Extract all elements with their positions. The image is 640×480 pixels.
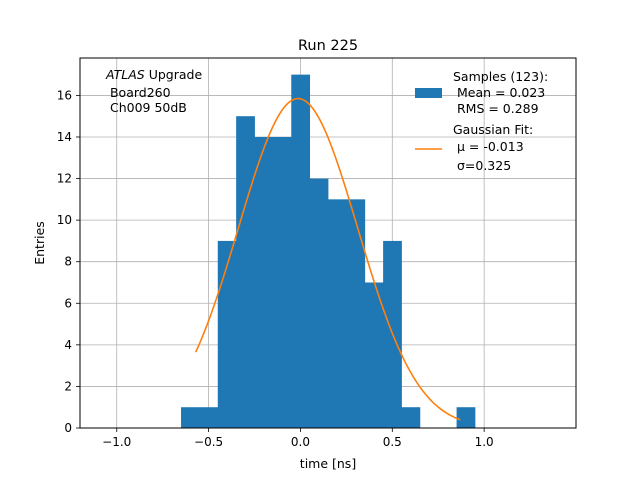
y-tick-label: 12 bbox=[57, 172, 72, 186]
histogram-bar bbox=[309, 178, 329, 428]
annotation-upgrade-word: Upgrade bbox=[145, 67, 203, 82]
histogram-bar bbox=[272, 136, 292, 428]
x-tick-label: 0.0 bbox=[291, 435, 310, 449]
legend: Samples (123): Mean = 0.023 RMS = 0.289 … bbox=[415, 69, 548, 173]
x-tick-label: −1.0 bbox=[102, 435, 131, 449]
histogram-bar bbox=[217, 240, 237, 428]
y-tick-label: 14 bbox=[57, 130, 72, 144]
legend-samples-title: Samples (123): bbox=[453, 69, 548, 84]
legend-samples-mean: Mean = 0.023 bbox=[453, 85, 545, 100]
histogram-bars bbox=[181, 74, 476, 429]
histogram-bar bbox=[346, 199, 366, 428]
annotation-line-1: ATLAS Upgrade bbox=[105, 67, 202, 82]
y-axis-label: Entries bbox=[32, 221, 47, 265]
histogram-bar bbox=[236, 116, 255, 429]
legend-samples-swatch bbox=[415, 88, 442, 98]
legend-fit-title: Gaussian Fit: bbox=[453, 122, 533, 137]
gaussian-fit-curve bbox=[195, 97, 461, 421]
x-axis-label: time [ns] bbox=[300, 456, 356, 471]
y-tick-label: 4 bbox=[64, 338, 72, 352]
y-tick-label: 16 bbox=[57, 88, 72, 102]
plot-frame bbox=[79, 57, 577, 429]
legend-samples-rms: RMS = 0.289 bbox=[453, 101, 539, 116]
annotation-line-2: Board260 bbox=[106, 85, 171, 100]
y-tick-label: 8 bbox=[64, 255, 72, 269]
y-tick-label: 0 bbox=[64, 421, 72, 435]
histogram-bar bbox=[199, 407, 219, 428]
chart-title: Run 225 bbox=[298, 38, 358, 54]
histogram-bar bbox=[364, 282, 384, 428]
atlas-annotation: ATLAS Upgrade Board260 Ch009 50dB bbox=[105, 67, 202, 115]
x-tick-label: 0.5 bbox=[383, 435, 402, 449]
y-tick-label: 2 bbox=[64, 379, 72, 393]
histogram-bar bbox=[328, 199, 347, 428]
annotation-atlas-word: ATLAS bbox=[105, 67, 145, 82]
legend-fit-mu: μ = -0.013 bbox=[453, 139, 524, 154]
annotation-line-3: Ch009 50dB bbox=[106, 100, 187, 115]
histogram-bar bbox=[401, 407, 421, 428]
histogram-bar bbox=[254, 136, 274, 428]
x-axis-ticks: −1.0 −0.5 0.0 0.5 1.0 bbox=[102, 428, 494, 449]
x-tick-label: −0.5 bbox=[194, 435, 223, 449]
y-axis-ticks: 0 2 4 6 8 10 12 14 16 bbox=[57, 88, 80, 435]
y-tick-label: 6 bbox=[64, 296, 72, 310]
histogram-bar bbox=[181, 407, 200, 428]
y-tick-label: 10 bbox=[57, 213, 72, 227]
histogram-bar bbox=[291, 74, 311, 428]
histogram-bar bbox=[456, 407, 476, 428]
x-tick-label: 1.0 bbox=[475, 435, 494, 449]
legend-fit-sigma: σ=0.325 bbox=[453, 158, 511, 173]
